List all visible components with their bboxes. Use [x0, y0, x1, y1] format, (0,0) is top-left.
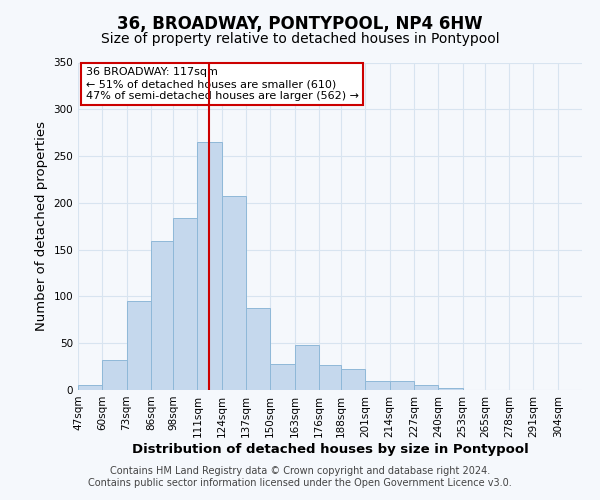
Text: Size of property relative to detached houses in Pontypool: Size of property relative to detached ho… — [101, 32, 499, 46]
Bar — [222, 196, 246, 390]
Bar — [173, 218, 197, 390]
Bar — [127, 301, 151, 390]
Bar — [365, 380, 390, 390]
Bar — [78, 386, 102, 390]
Bar — [390, 380, 414, 390]
Bar — [414, 386, 438, 390]
Bar — [438, 388, 463, 390]
Text: Contains HM Land Registry data © Crown copyright and database right 2024.
Contai: Contains HM Land Registry data © Crown c… — [88, 466, 512, 487]
Text: 36 BROADWAY: 117sqm
← 51% of detached houses are smaller (610)
47% of semi-detac: 36 BROADWAY: 117sqm ← 51% of detached ho… — [86, 68, 359, 100]
Y-axis label: Number of detached properties: Number of detached properties — [35, 121, 48, 331]
Text: 36, BROADWAY, PONTYPOOL, NP4 6HW: 36, BROADWAY, PONTYPOOL, NP4 6HW — [117, 15, 483, 33]
Bar — [341, 370, 365, 390]
Bar — [151, 241, 173, 390]
Bar — [295, 345, 319, 390]
Bar — [319, 364, 341, 390]
Bar — [197, 142, 222, 390]
Bar — [102, 360, 127, 390]
Bar — [246, 308, 270, 390]
X-axis label: Distribution of detached houses by size in Pontypool: Distribution of detached houses by size … — [131, 442, 529, 456]
Bar — [270, 364, 295, 390]
